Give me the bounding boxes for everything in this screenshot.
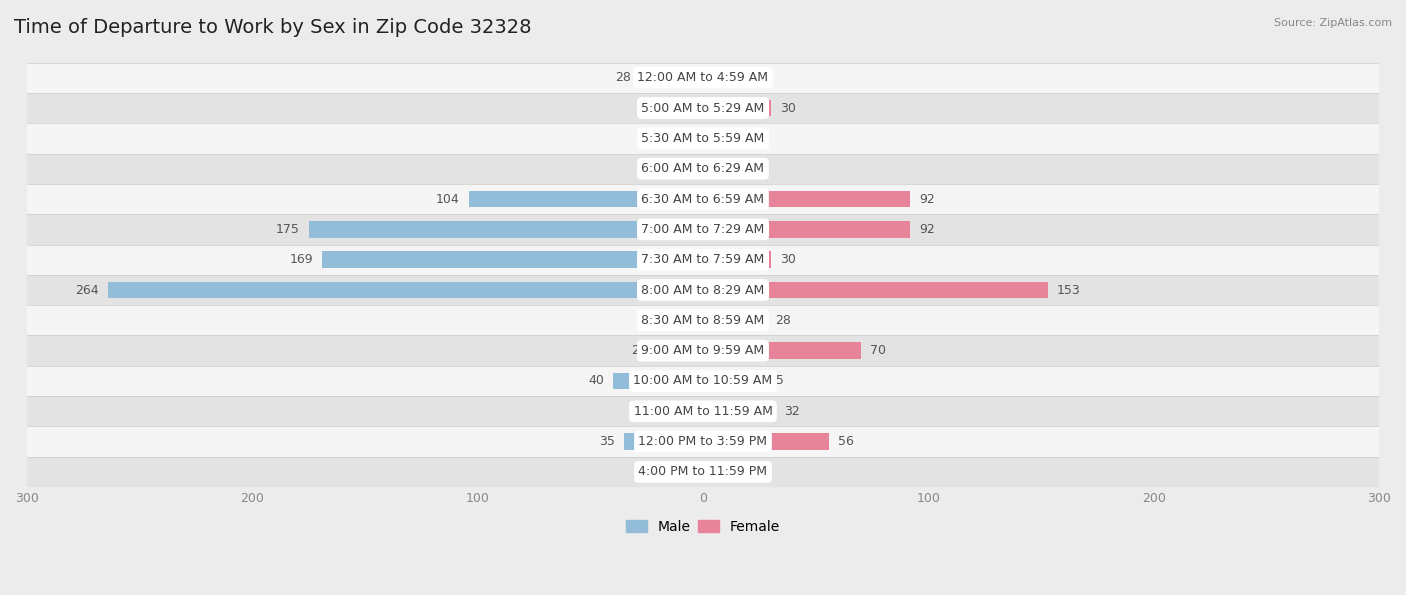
Bar [27,154,1379,184]
Bar [27,214,1379,245]
Text: 0: 0 [714,71,723,84]
Bar [27,396,1379,427]
Bar [703,221,910,238]
Text: 28: 28 [614,71,631,84]
Bar [703,342,860,359]
Text: 0: 0 [683,102,692,115]
Text: 7:00 AM to 7:29 AM: 7:00 AM to 7:29 AM [641,223,765,236]
Text: 30: 30 [779,102,796,115]
Bar [703,433,830,450]
Bar [309,221,703,238]
Text: 5:30 AM to 5:59 AM: 5:30 AM to 5:59 AM [641,132,765,145]
Text: Time of Departure to Work by Sex in Zip Code 32328: Time of Departure to Work by Sex in Zip … [14,18,531,37]
Text: 18: 18 [637,314,654,327]
Bar [624,433,703,450]
Bar [27,123,1379,154]
Text: 5:00 AM to 5:29 AM: 5:00 AM to 5:29 AM [641,102,765,115]
Bar [27,427,1379,457]
Bar [27,305,1379,336]
Bar [322,251,703,268]
Text: 32: 32 [785,405,800,418]
Text: 6:00 AM to 6:29 AM: 6:00 AM to 6:29 AM [641,162,765,175]
Text: 0: 0 [683,465,692,478]
Bar [27,93,1379,123]
Text: 92: 92 [920,193,935,205]
Text: 56: 56 [838,435,853,448]
Bar [662,312,703,328]
Text: 11:00 AM to 11:59 AM: 11:00 AM to 11:59 AM [634,405,772,418]
Text: 153: 153 [1057,283,1081,296]
Bar [640,70,703,86]
Text: 12:00 PM to 3:59 PM: 12:00 PM to 3:59 PM [638,435,768,448]
Text: 0: 0 [683,405,692,418]
Text: 70: 70 [870,344,886,357]
Bar [27,275,1379,305]
Bar [703,191,910,208]
Bar [27,245,1379,275]
Text: 6: 6 [725,132,734,145]
Bar [27,62,1379,93]
Legend: Male, Female: Male, Female [620,515,786,540]
Text: 169: 169 [290,253,314,266]
Text: 28: 28 [775,314,792,327]
Text: 30: 30 [779,253,796,266]
Bar [703,312,766,328]
Text: 6:30 AM to 6:59 AM: 6:30 AM to 6:59 AM [641,193,765,205]
Bar [703,130,717,147]
Text: 9:00 AM to 9:59 AM: 9:00 AM to 9:59 AM [641,344,765,357]
Text: 10:00 AM to 10:59 AM: 10:00 AM to 10:59 AM [634,374,772,387]
Text: 7:30 AM to 7:59 AM: 7:30 AM to 7:59 AM [641,253,765,266]
Bar [703,251,770,268]
Text: 8:00 AM to 8:29 AM: 8:00 AM to 8:29 AM [641,283,765,296]
Text: 264: 264 [76,283,98,296]
Text: 40: 40 [588,374,603,387]
Text: 175: 175 [276,223,299,236]
Text: 21: 21 [631,344,647,357]
Text: 104: 104 [436,193,460,205]
Text: 25: 25 [768,374,785,387]
Text: 0: 0 [683,162,692,175]
Bar [108,281,703,298]
Bar [655,342,703,359]
Bar [27,366,1379,396]
Bar [703,464,710,480]
Bar [27,457,1379,487]
Bar [703,100,770,117]
Bar [27,336,1379,366]
Text: 3: 3 [718,465,727,478]
Bar [613,372,703,389]
Bar [468,191,703,208]
Bar [703,281,1047,298]
Bar [703,372,759,389]
Text: 8:30 AM to 8:59 AM: 8:30 AM to 8:59 AM [641,314,765,327]
Text: 92: 92 [920,223,935,236]
Text: 4:00 PM to 11:59 PM: 4:00 PM to 11:59 PM [638,465,768,478]
Text: Source: ZipAtlas.com: Source: ZipAtlas.com [1274,18,1392,28]
Bar [27,184,1379,214]
Text: 0: 0 [683,132,692,145]
Bar [703,403,775,419]
Text: 0: 0 [714,162,723,175]
Text: 35: 35 [599,435,614,448]
Text: 12:00 AM to 4:59 AM: 12:00 AM to 4:59 AM [637,71,769,84]
